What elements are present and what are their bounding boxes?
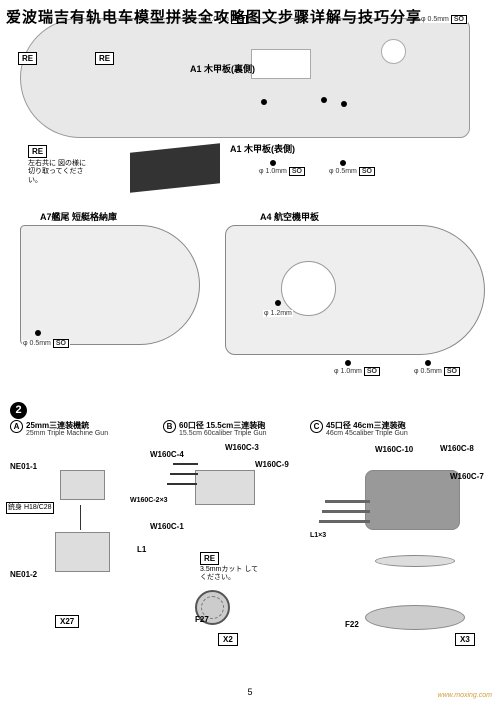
dim-10mm-2: φ 1.0mm SO: [258, 168, 306, 175]
deck-outline: [20, 18, 470, 138]
drill-dot: [340, 160, 346, 166]
big-barrel1: [325, 500, 370, 503]
page-title: 爱波瑞吉有轨电车模型拼装全攻略图文步骤详解与技巧分享: [6, 8, 422, 28]
re-label-2: RE: [95, 52, 114, 65]
deck-circle: [381, 39, 406, 64]
gun-b-turret: [195, 470, 255, 505]
f22: F22: [345, 620, 359, 629]
w160c2: W160C-2×3: [130, 497, 168, 504]
gun-c-letter: C: [310, 420, 323, 433]
big-barrel3: [319, 520, 370, 523]
w160c9: W160C-9: [255, 460, 289, 469]
re-label-3: RE: [28, 145, 47, 158]
w160c4: W160C-4: [150, 450, 184, 459]
a4-deck: [225, 225, 485, 355]
a1-back-label: A1 木甲板(裏側): [190, 62, 255, 75]
gun-b-letter: B: [163, 420, 176, 433]
re-label-1: RE: [18, 52, 37, 65]
cut35-note: 3.5mmカット してください。: [200, 566, 260, 583]
arrow: [80, 505, 81, 530]
base-plate-2: [365, 605, 465, 630]
dim-12mm: φ 1.2mm: [263, 310, 293, 317]
drill-dot: [425, 360, 431, 366]
gun-a-en: 25mm Triple Machine Gun: [26, 430, 108, 437]
a7-stern: [20, 225, 200, 345]
l1: L1: [137, 545, 146, 554]
w160c8: W160C-8: [440, 444, 474, 453]
gun-a-lower: [55, 532, 110, 572]
barrel3: [167, 483, 197, 485]
qty-x27: X27: [55, 615, 79, 628]
drill-dot: [270, 160, 276, 166]
w160c10: W160C-10: [375, 445, 413, 454]
step-2-circle: 2: [10, 402, 27, 419]
big-barrel2: [322, 510, 370, 513]
dim-05mm-2: φ 0.5mm SO: [328, 168, 376, 175]
barrel1: [173, 463, 198, 465]
drill-dot: [275, 300, 281, 306]
a4-label: A4 航空機甲板: [260, 210, 319, 223]
drill-hole: [321, 97, 327, 103]
drill-dot: [35, 330, 41, 336]
gun-b-diagram: [135, 445, 285, 645]
re-gun-b: RE: [200, 552, 219, 565]
base-plate-1: [375, 555, 455, 567]
watermark: www.moxing.com: [438, 692, 492, 699]
dim-05mm-a4: φ 0.5mm SO: [413, 368, 461, 375]
ne01-2-label: NE01-2: [10, 570, 37, 579]
w160c7: W160C-7: [450, 472, 484, 481]
cut-note: 左右共に 図の様に 切り取ってください。: [28, 160, 88, 185]
gun-a-upper: [60, 470, 105, 500]
gun-a-diagram: [10, 450, 130, 590]
gun-c-turret: [365, 470, 460, 530]
deck-cutout: [251, 49, 311, 79]
dim-10mm-a4: φ 1.0mm SO: [333, 368, 381, 375]
qty-x2: X2: [218, 633, 238, 646]
barrel2: [170, 473, 198, 475]
drill-hole: [341, 101, 347, 107]
qty-x3: X3: [455, 633, 475, 646]
w160c3: W160C-3: [225, 443, 259, 452]
drill-dot: [345, 360, 351, 366]
w160c1: W160C-1: [150, 522, 184, 531]
ne01-1-label: NE01-1: [10, 462, 37, 471]
gun-b-en: 15.5cm 60caliber Triple Gun: [179, 430, 267, 437]
a4-circle: [281, 261, 336, 316]
drill-hole: [261, 99, 267, 105]
l1x3: L1×3: [310, 532, 326, 539]
f27: F27: [195, 615, 209, 624]
a1-front-label: A1 木甲板(表側): [230, 142, 295, 155]
dim-05mm: φ 0.5mm SO: [420, 16, 468, 23]
a7-label: A7艦尾 短艇格納庫: [40, 210, 117, 223]
deck-dark-piece: [130, 143, 220, 192]
page-number: 5: [247, 687, 252, 697]
dim-05mm-a7: φ 0.5mm SO: [22, 340, 70, 347]
instruction-page: 爱波瑞吉有轨电车模型拼装全攻略图文步骤详解与技巧分享 φ 1.0mm SO φ …: [0, 0, 500, 703]
h18-label: 銃身 H18/C28: [6, 502, 54, 514]
gun-c-en: 46cm 45caliber Triple Gun: [326, 430, 408, 437]
gun-a-letter: A: [10, 420, 23, 433]
